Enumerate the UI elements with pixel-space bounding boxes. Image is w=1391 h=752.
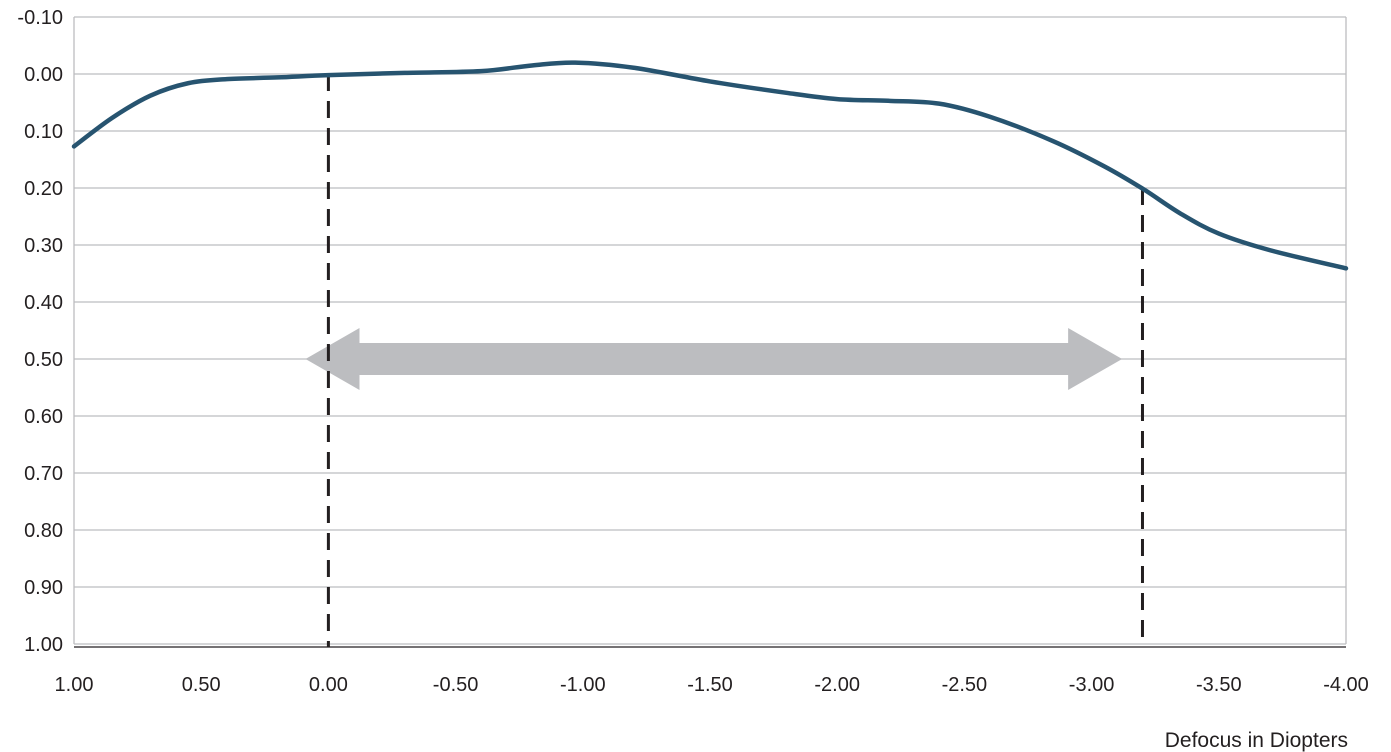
x-tick-label: -4.00: [1323, 674, 1369, 696]
x-tick-label: -3.50: [1196, 674, 1242, 696]
y-tick-label: 0.70: [24, 463, 63, 485]
y-tick-label: 0.00: [24, 64, 63, 86]
y-tick-labels: -0.10 0.00 0.10 0.20 0.30 0.40 0.50 0.60 0.70 0.8…: [17, 7, 63, 656]
y-tick-label: 0.60: [24, 406, 63, 428]
grid-lines: [73, 16, 1347, 648]
y-tick-label: 0.40: [24, 292, 63, 314]
range-arrow-group: [305, 328, 1123, 390]
x-tick-label: 0.00: [309, 674, 348, 696]
y-tick-label: 0.90: [24, 577, 63, 599]
x-axis-title: Defocus in Diopters: [1165, 729, 1348, 752]
y-tick-label: 0.30: [24, 235, 63, 257]
x-tick-label: -2.00: [814, 674, 860, 696]
y-tick-label: 1.00: [24, 634, 63, 656]
x-tick-labels: 1.00 0.50 0.00 -0.50 -1.00 -1.50 -2.00 -2.50 -3.…: [55, 674, 1369, 696]
range-arrow: [305, 328, 1123, 390]
y-tick-label: 0.80: [24, 520, 63, 542]
y-tick-label: 0.10: [24, 121, 63, 143]
x-tick-label: -1.50: [687, 674, 733, 696]
series-group: [71, 60, 1349, 271]
y-tick-label: 0.20: [24, 178, 63, 200]
x-tick-label: 0.50: [182, 674, 221, 696]
x-tick-label: 1.00: [55, 674, 94, 696]
x-tick-label: -1.00: [560, 674, 606, 696]
y-tick-label: -0.10: [17, 7, 63, 29]
x-tick-label: -3.00: [1069, 674, 1115, 696]
y-tick-label: 0.50: [24, 349, 63, 371]
x-tick-label: -2.50: [942, 674, 988, 696]
x-tick-label: -0.50: [433, 674, 479, 696]
series-line: [71, 60, 1349, 271]
reference-lines: [326, 74, 1144, 647]
